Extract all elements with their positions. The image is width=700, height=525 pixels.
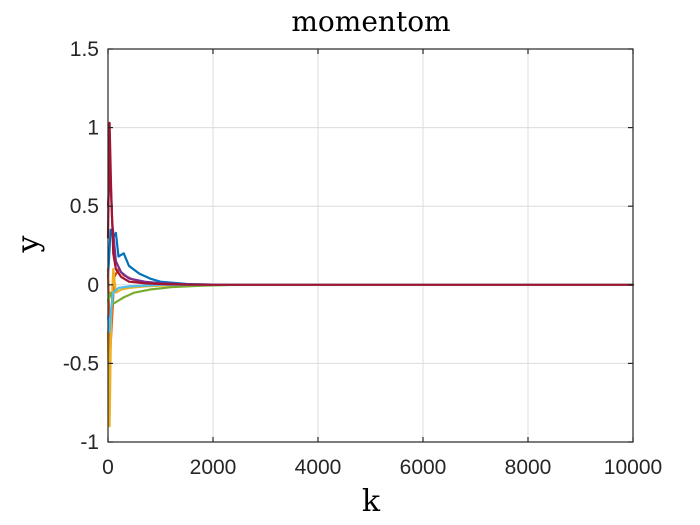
grid <box>108 49 633 442</box>
x-tick-label: 4000 <box>295 456 342 479</box>
y-tick-label: 1 <box>87 117 99 140</box>
y-tick-label: 0.5 <box>70 195 99 218</box>
x-tick-label: 0 <box>102 456 114 479</box>
series-line-2 <box>106 267 635 357</box>
series-line-6 <box>106 283 635 334</box>
series-group <box>106 121 635 428</box>
series-line-3 <box>106 267 635 428</box>
series-line-5 <box>106 283 635 305</box>
y-tick-label: 1.5 <box>70 38 99 61</box>
x-tick-label: 6000 <box>400 456 447 479</box>
y-tick-label: -1 <box>80 431 99 454</box>
axes-frame <box>107 48 634 443</box>
y-tick-label: -0.5 <box>63 352 99 375</box>
x-axis-label: k <box>362 484 381 519</box>
series-line-1 <box>106 228 635 286</box>
x-tick-label: 2000 <box>190 456 237 479</box>
y-axis-label: y <box>11 235 46 253</box>
ticks: 0 2000 4000 6000 8000 10000 -1 -0.5 0 0.5 1 1.5 <box>63 38 662 479</box>
series-line-4 <box>106 165 635 286</box>
chart-title: momentom <box>291 5 450 38</box>
x-tick-label: 10000 <box>604 456 662 479</box>
x-tick-label: 8000 <box>505 456 552 479</box>
series-line-7 <box>106 121 635 286</box>
y-tick-label: 0 <box>87 274 99 297</box>
